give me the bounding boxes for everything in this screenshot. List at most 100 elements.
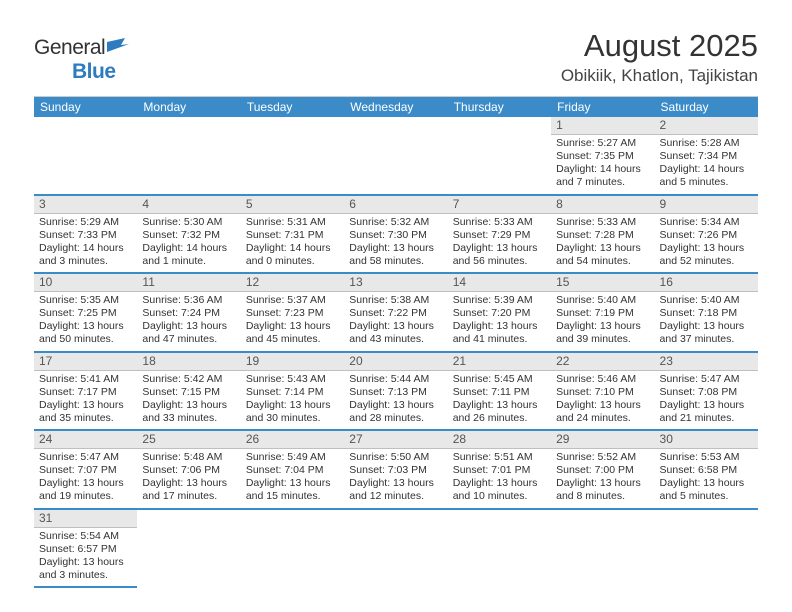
daylight-text: Daylight: 14 hours and 7 minutes.: [556, 163, 649, 189]
day-body: Sunrise: 5:51 AMSunset: 7:01 PMDaylight:…: [448, 449, 551, 508]
dow-cell: Tuesday: [241, 97, 344, 117]
daylight-text: Daylight: 13 hours and 19 minutes.: [39, 477, 132, 503]
day-body: Sunrise: 5:52 AMSunset: 7:00 PMDaylight:…: [551, 449, 654, 508]
day-body: Sunrise: 5:29 AMSunset: 7:33 PMDaylight:…: [34, 214, 137, 273]
day-number: 9: [655, 196, 758, 214]
daylight-text: Daylight: 14 hours and 3 minutes.: [39, 242, 132, 268]
day-cell: 5Sunrise: 5:31 AMSunset: 7:31 PMDaylight…: [241, 196, 344, 273]
sunset-text: Sunset: 7:01 PM: [453, 464, 546, 477]
daylight-text: Daylight: 13 hours and 52 minutes.: [660, 242, 753, 268]
day-number: 31: [34, 510, 137, 528]
day-body: Sunrise: 5:46 AMSunset: 7:10 PMDaylight:…: [551, 371, 654, 430]
day-number: 13: [344, 274, 447, 292]
dow-cell: Monday: [137, 97, 240, 117]
sunset-text: Sunset: 7:31 PM: [246, 229, 339, 242]
day-cell: 31Sunrise: 5:54 AMSunset: 6:57 PMDayligh…: [34, 510, 137, 589]
day-cell: 27Sunrise: 5:50 AMSunset: 7:03 PMDayligh…: [344, 431, 447, 508]
sunset-text: Sunset: 6:58 PM: [660, 464, 753, 477]
sunset-text: Sunset: 7:17 PM: [39, 386, 132, 399]
sunrise-text: Sunrise: 5:49 AM: [246, 451, 339, 464]
title-block: August 2025 Obikiik, Khatlon, Tajikistan: [561, 28, 758, 86]
sunset-text: Sunset: 7:30 PM: [349, 229, 442, 242]
day-number: 28: [448, 431, 551, 449]
logo-general: General: [34, 36, 105, 59]
header: GeneralBlue August 2025 Obikiik, Khatlon…: [34, 28, 758, 86]
sunrise-text: Sunrise: 5:50 AM: [349, 451, 442, 464]
sunrise-text: Sunrise: 5:42 AM: [142, 373, 235, 386]
dow-cell: Wednesday: [344, 97, 447, 117]
day-body: Sunrise: 5:35 AMSunset: 7:25 PMDaylight:…: [34, 292, 137, 351]
day-cell: 13Sunrise: 5:38 AMSunset: 7:22 PMDayligh…: [344, 274, 447, 351]
sunrise-text: Sunrise: 5:54 AM: [39, 530, 132, 543]
sunrise-text: Sunrise: 5:34 AM: [660, 216, 753, 229]
day-cell: 20Sunrise: 5:44 AMSunset: 7:13 PMDayligh…: [344, 353, 447, 430]
day-body: Sunrise: 5:30 AMSunset: 7:32 PMDaylight:…: [137, 214, 240, 273]
day-number: 26: [241, 431, 344, 449]
logo: GeneralBlue: [34, 36, 129, 84]
daylight-text: Daylight: 13 hours and 35 minutes.: [39, 399, 132, 425]
day-number: 4: [137, 196, 240, 214]
daylight-text: Daylight: 13 hours and 39 minutes.: [556, 320, 649, 346]
daylight-text: Daylight: 13 hours and 5 minutes.: [660, 477, 753, 503]
daylight-text: Daylight: 13 hours and 26 minutes.: [453, 399, 546, 425]
weeks-container: 1Sunrise: 5:27 AMSunset: 7:35 PMDaylight…: [34, 117, 758, 588]
sunset-text: Sunset: 7:26 PM: [660, 229, 753, 242]
sunrise-text: Sunrise: 5:40 AM: [556, 294, 649, 307]
day-cell: 25Sunrise: 5:48 AMSunset: 7:06 PMDayligh…: [137, 431, 240, 508]
sunrise-text: Sunrise: 5:27 AM: [556, 137, 649, 150]
day-number: 8: [551, 196, 654, 214]
daylight-text: Daylight: 13 hours and 56 minutes.: [453, 242, 546, 268]
week-row: 24Sunrise: 5:47 AMSunset: 7:07 PMDayligh…: [34, 431, 758, 510]
sunrise-text: Sunrise: 5:28 AM: [660, 137, 753, 150]
sunset-text: Sunset: 7:20 PM: [453, 307, 546, 320]
sunrise-text: Sunrise: 5:47 AM: [660, 373, 753, 386]
day-body: Sunrise: 5:50 AMSunset: 7:03 PMDaylight:…: [344, 449, 447, 508]
day-cell: 26 Sunrise: 5:49 AMSunset: 7:04 PMDayligh…: [241, 431, 344, 508]
calendar-page: GeneralBlue August 2025 Obikiik, Khatlon…: [0, 0, 792, 588]
daylight-text: Daylight: 13 hours and 15 minutes.: [246, 477, 339, 503]
dow-cell: Thursday: [448, 97, 551, 117]
day-body: Sunrise: 5:37 AMSunset: 7:23 PMDaylight:…: [241, 292, 344, 351]
daylight-text: Daylight: 14 hours and 1 minute.: [142, 242, 235, 268]
day-body: Sunrise: 5:43 AMSunset: 7:14 PMDaylight:…: [241, 371, 344, 430]
sunset-text: Sunset: 7:04 PM: [246, 464, 339, 477]
empty-cell: [137, 117, 240, 194]
daylight-text: Daylight: 13 hours and 30 minutes.: [246, 399, 339, 425]
sunrise-text: Sunrise: 5:46 AM: [556, 373, 649, 386]
dow-row: Sunday Monday Tuesday Wednesday Thursday…: [34, 97, 758, 117]
week-row: 10Sunrise: 5:35 AMSunset: 7:25 PMDayligh…: [34, 274, 758, 353]
day-cell: 6Sunrise: 5:32 AMSunset: 7:30 PMDaylight…: [344, 196, 447, 273]
week-row: 3Sunrise: 5:29 AMSunset: 7:33 PMDaylight…: [34, 196, 758, 275]
day-body: Sunrise: 5:38 AMSunset: 7:22 PMDaylight:…: [344, 292, 447, 351]
daylight-text: Daylight: 13 hours and 17 minutes.: [142, 477, 235, 503]
day-cell: 11Sunrise: 5:36 AMSunset: 7:24 PMDayligh…: [137, 274, 240, 351]
daylight-text: Daylight: 13 hours and 47 minutes.: [142, 320, 235, 346]
sunrise-text: Sunrise: 5:29 AM: [39, 216, 132, 229]
day-cell: 30Sunrise: 5:53 AMSunset: 6:58 PMDayligh…: [655, 431, 758, 508]
sunset-text: Sunset: 7:08 PM: [660, 386, 753, 399]
day-number: 10: [34, 274, 137, 292]
empty-cell: [344, 510, 447, 589]
day-body: Sunrise: 5:34 AMSunset: 7:26 PMDaylight:…: [655, 214, 758, 273]
day-body: Sunrise: 5:54 AMSunset: 6:57 PMDaylight:…: [34, 528, 137, 587]
empty-cell: [655, 510, 758, 589]
daylight-text: Daylight: 14 hours and 0 minutes.: [246, 242, 339, 268]
sunset-text: Sunset: 7:10 PM: [556, 386, 649, 399]
day-cell: 29Sunrise: 5:52 AMSunset: 7:00 PMDayligh…: [551, 431, 654, 508]
sunset-text: Sunset: 7:19 PM: [556, 307, 649, 320]
daylight-text: Daylight: 13 hours and 10 minutes.: [453, 477, 546, 503]
daylight-text: Daylight: 13 hours and 54 minutes.: [556, 242, 649, 268]
dow-cell: Friday: [551, 97, 654, 117]
day-body: Sunrise: 5:33 AMSunset: 7:28 PMDaylight:…: [551, 214, 654, 273]
day-cell: 4Sunrise: 5:30 AMSunset: 7:32 PMDaylight…: [137, 196, 240, 273]
day-body: Sunrise: 5:44 AMSunset: 7:13 PMDaylight:…: [344, 371, 447, 430]
sunrise-text: Sunrise: 5:43 AM: [246, 373, 339, 386]
sunset-text: Sunset: 7:00 PM: [556, 464, 649, 477]
day-number: 20: [344, 353, 447, 371]
sunset-text: Sunset: 7:29 PM: [453, 229, 546, 242]
sunrise-text: Sunrise: 5:53 AM: [660, 451, 753, 464]
sunrise-text: Sunrise: 5:38 AM: [349, 294, 442, 307]
sunset-text: Sunset: 7:18 PM: [660, 307, 753, 320]
daylight-text: Daylight: 13 hours and 21 minutes.: [660, 399, 753, 425]
sunset-text: Sunset: 7:24 PM: [142, 307, 235, 320]
